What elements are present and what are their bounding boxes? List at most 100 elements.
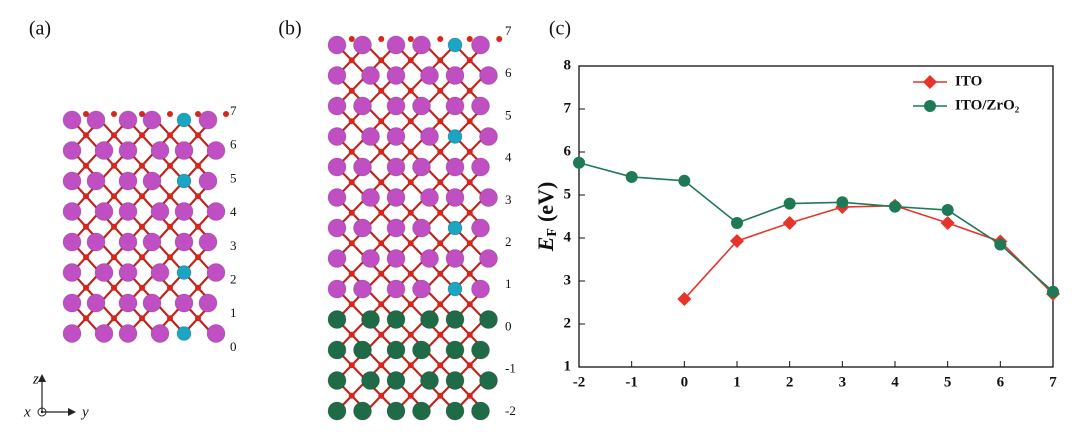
metal-atom — [386, 249, 406, 268]
metal-atom — [386, 157, 406, 177]
metal-atom — [118, 202, 138, 221]
metal-atom — [176, 112, 192, 128]
metal-atom — [412, 218, 431, 238]
oxygen-atom — [348, 118, 355, 125]
oxygen-atom — [195, 315, 201, 322]
metal-atom — [386, 218, 406, 238]
metal-atom — [420, 66, 439, 85]
metal-atom — [412, 157, 431, 177]
metal-atom — [327, 35, 347, 55]
metal-atom — [361, 249, 380, 268]
oxygen-atom — [111, 111, 117, 117]
metal-atom — [327, 218, 347, 238]
metal-atom — [174, 232, 194, 252]
oxygen-atom — [378, 362, 385, 369]
axis-letter: x — [23, 404, 31, 420]
x-tick-label: 3 — [839, 374, 847, 390]
metal-atom — [353, 157, 372, 177]
series-line — [578, 161, 1054, 293]
metal-atom — [479, 249, 498, 268]
oxygen-atom — [139, 315, 145, 322]
axis-letter: z — [32, 371, 39, 387]
metal-atom — [445, 157, 465, 177]
x-tick-label: 1 — [733, 374, 741, 390]
layer-label: -2 — [505, 403, 516, 418]
y-tick-label: 1 — [564, 358, 572, 374]
metal-atom — [361, 310, 380, 329]
metal-atom — [353, 35, 372, 55]
oxygen-atom — [378, 301, 385, 308]
metal-atom — [386, 127, 406, 146]
metal-atom — [386, 279, 406, 299]
oxygen-atom — [466, 392, 473, 399]
metal-atom — [142, 293, 162, 313]
oxygen-atom — [407, 331, 414, 338]
y-tick-label: 3 — [564, 272, 572, 288]
metal-atom — [447, 281, 463, 297]
metal-atom — [198, 110, 218, 130]
axis-letter: y — [80, 404, 89, 420]
oxygen-atom — [407, 87, 414, 94]
metal-atom — [386, 66, 406, 85]
metal-atom — [386, 371, 406, 390]
metal-atom — [86, 171, 106, 191]
metal-atom — [118, 293, 138, 313]
y-tick-label: 6 — [564, 143, 572, 159]
oxygen-atom — [348, 392, 355, 399]
x-tick-label: 7 — [1049, 374, 1057, 390]
oxygen-atom — [139, 111, 145, 117]
layer-label: 4 — [230, 204, 237, 219]
metal-atom — [420, 249, 439, 268]
oxygen-atom — [466, 240, 473, 247]
layer-label: 2 — [230, 271, 237, 286]
oxygen-atom — [195, 132, 201, 139]
metal-atom — [386, 310, 406, 329]
layer-label: 5 — [505, 107, 512, 122]
metal-atom — [353, 96, 372, 116]
metal-atom — [176, 326, 192, 341]
metal-atom — [118, 263, 138, 282]
marker — [625, 170, 638, 183]
oxygen-atom — [167, 254, 173, 261]
oxygen-atom — [407, 57, 414, 64]
layer-label: 2 — [505, 234, 512, 249]
metal-atom — [445, 66, 465, 85]
oxygen-atom — [407, 301, 414, 308]
metal-atom — [386, 35, 406, 55]
oxygen-atom — [83, 223, 89, 230]
oxygen-atom — [348, 36, 355, 42]
oxygen-atom — [378, 87, 385, 94]
y-axis-label-part: (eV) — [533, 182, 558, 222]
metal-atom — [412, 401, 431, 421]
oxygen-atom — [111, 315, 117, 322]
marker — [836, 196, 849, 209]
metal-atom — [86, 293, 106, 313]
layer-label: 7 — [505, 23, 512, 38]
metal-atom — [62, 141, 82, 160]
metal-atom — [327, 340, 347, 360]
oxygen-atom — [348, 148, 355, 155]
oxygen-atom — [167, 132, 173, 139]
x-tick-label: 6 — [997, 374, 1005, 390]
oxygen-atom — [378, 270, 385, 277]
metal-atom — [62, 293, 82, 313]
metal-atom — [445, 401, 465, 421]
oxygen-atom — [407, 179, 414, 186]
oxygen-atom — [348, 87, 355, 94]
oxygen-atom — [167, 111, 173, 117]
oxygen-atom — [378, 392, 385, 399]
x-tick-label: 2 — [786, 374, 794, 390]
x-tick-label: -2 — [573, 374, 586, 390]
metal-atom — [176, 265, 192, 280]
metal-atom — [86, 232, 106, 252]
metal-atom — [206, 263, 226, 282]
metal-atom — [445, 310, 465, 329]
metal-atom — [471, 157, 490, 177]
metal-atom — [150, 141, 170, 160]
marker — [941, 204, 954, 217]
metal-atom — [479, 371, 498, 390]
y-tick-label: 5 — [564, 186, 572, 202]
panel-label: (a) — [29, 18, 51, 40]
metal-atom — [94, 324, 114, 343]
axes-triad: z x y — [23, 371, 89, 420]
